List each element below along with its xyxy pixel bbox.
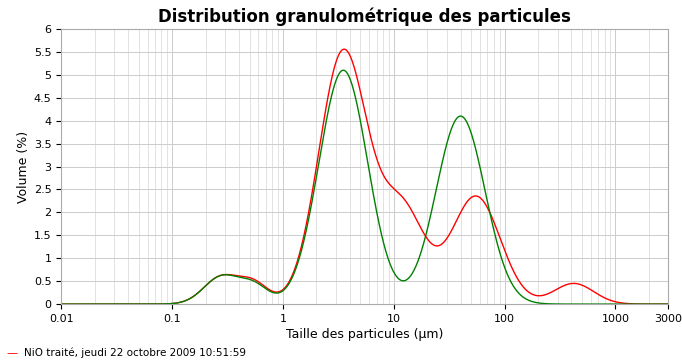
X-axis label: Taille des particules (μm): Taille des particules (μm) [286, 328, 443, 341]
Title: Distribution granulométrique des particules: Distribution granulométrique des particu… [158, 8, 572, 26]
Text: NiO traité, jeudi 22 octobre 2009 10:51:59: NiO traité, jeudi 22 octobre 2009 10:51:… [24, 348, 246, 358]
Text: —: — [7, 348, 18, 358]
Y-axis label: Volume (%): Volume (%) [17, 130, 30, 203]
